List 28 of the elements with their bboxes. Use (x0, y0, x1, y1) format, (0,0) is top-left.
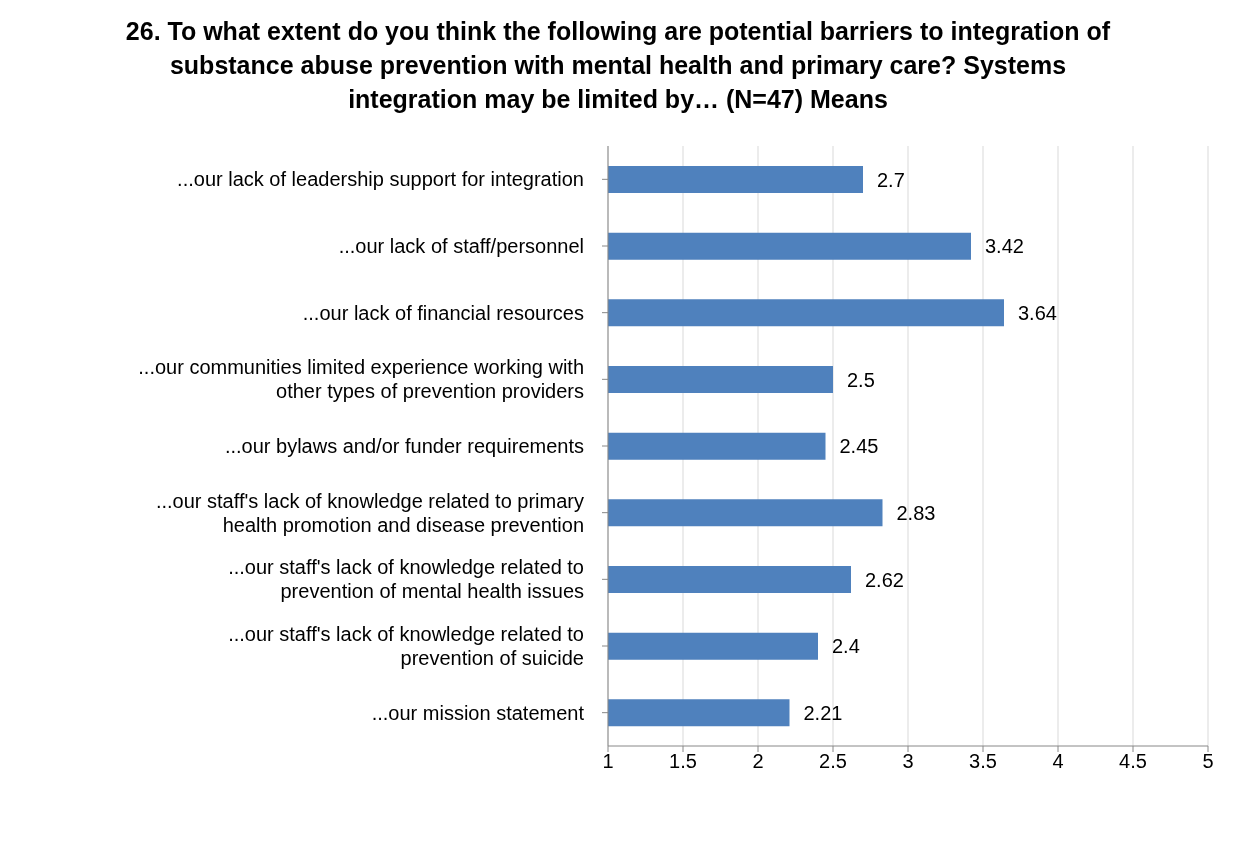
x-tick-label: 1 (602, 750, 614, 773)
y-tick-label: ...our lack of staff/personnel (338, 235, 584, 257)
y-tick-label: ...our lack of financial resources (302, 301, 584, 324)
x-tick-label: 5 (1202, 750, 1214, 773)
data-label: 2.62 (865, 568, 904, 591)
x-tick-label: 4.5 (1119, 750, 1147, 773)
data-label: 2.45 (839, 435, 879, 458)
x-tick-label: 1.5 (669, 750, 697, 773)
y-tick-label: ...our bylaws and/or funder requirements (224, 435, 584, 457)
y-tick-label: ...our communities limited experience working with other types of prevention providers (138, 356, 584, 403)
x-tick-label: 3 (902, 750, 914, 773)
data-label: 2.4 (832, 635, 860, 658)
y-tick-label: ...our lack of leadership support for integration (177, 168, 584, 191)
data-label: 3.42 (985, 235, 1024, 258)
y-tick-label: ...our staff's lack of knowledge related to primary health promotion and disease prevention (155, 489, 584, 536)
data-label: 2.7 (877, 168, 905, 191)
chart-title: 26. To what extent do you think the following are potential barriers to integration of substance abuse prevention with mental health and primary care? Systems integration may be limited by… (N=47) Means (124, 16, 1112, 115)
x-tick-label: 2.5 (819, 750, 847, 773)
data-label: 2.5 (847, 368, 875, 391)
y-tick-label: ...our staff's lack of knowledge related to prevention of mental health issues (228, 556, 584, 603)
data-label: 3.64 (1018, 301, 1057, 324)
y-tick-label: ...our mission statement (371, 701, 585, 724)
data-label: 2.83 (896, 501, 936, 524)
x-tick-label: 3.5 (969, 750, 997, 773)
x-tick-label: 4 (1052, 750, 1064, 773)
y-tick-label: ...our staff's lack of knowledge related to prevention of suicide (228, 623, 584, 669)
data-label: 2.21 (803, 701, 843, 724)
x-tick-label: 2 (752, 750, 764, 773)
